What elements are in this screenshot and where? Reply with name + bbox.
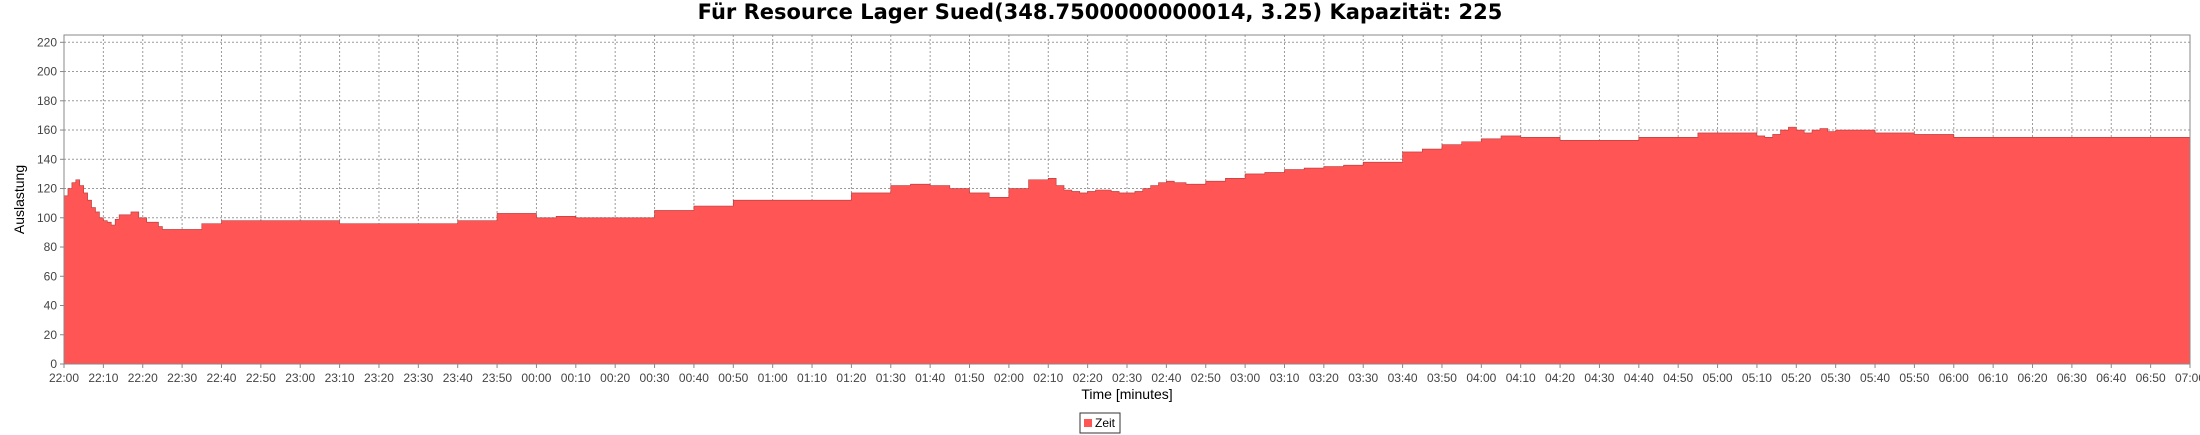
x-tick-label: 00:30 — [640, 371, 670, 385]
x-tick-label: 04:40 — [1624, 371, 1654, 385]
x-tick-label: 06:00 — [1939, 371, 1969, 385]
x-tick-label: 02:40 — [1151, 371, 1181, 385]
x-tick-label: 02:20 — [1073, 371, 1103, 385]
x-tick-label: 00:40 — [679, 371, 709, 385]
x-tick-label: 05:00 — [1703, 371, 1733, 385]
x-tick-label: 06:30 — [2057, 371, 2087, 385]
x-tick-label: 01:50 — [955, 371, 985, 385]
x-tick-label: 22:30 — [167, 371, 197, 385]
x-tick-label: 22:00 — [49, 371, 79, 385]
x-tick-label: 02:10 — [1033, 371, 1063, 385]
legend-box — [1079, 412, 1121, 434]
y-tick-label: 220 — [37, 35, 57, 49]
x-tick-label: 03:20 — [1309, 371, 1339, 385]
chart-title: Für Resource Lager Sued(348.750000000001… — [698, 0, 1503, 24]
x-tick-label: 02:50 — [1191, 371, 1221, 385]
x-tick-label: 04:30 — [1584, 371, 1614, 385]
x-tick-label: 23:10 — [325, 371, 355, 385]
x-tick-label: 01:20 — [836, 371, 866, 385]
x-tick-label: 22:40 — [206, 371, 236, 385]
x-tick-label: 03:00 — [1230, 371, 1260, 385]
x-tick-label: 00:20 — [600, 371, 630, 385]
x-tick-label: 01:40 — [915, 371, 945, 385]
x-tick-label: 01:30 — [876, 371, 906, 385]
x-tick-label: 04:50 — [1663, 371, 1693, 385]
series-area-zeit — [63, 126, 2191, 365]
x-tick-label: 05:30 — [1821, 371, 1851, 385]
x-tick-label: 03:30 — [1348, 371, 1378, 385]
x-axis-label: Time [minutes] — [1081, 386, 1172, 402]
x-tick-label: 23:30 — [403, 371, 433, 385]
x-tick-label: 04:20 — [1545, 371, 1575, 385]
y-tick-label: 100 — [37, 211, 57, 225]
x-tick-label: 04:00 — [1466, 371, 1496, 385]
x-tick-label: 03:40 — [1388, 371, 1418, 385]
x-tick-label: 07:00 — [2175, 371, 2200, 385]
legend-swatch — [1084, 419, 1092, 427]
y-axis: 0 20 40 60 80 100 120 140 160 180 200 220 — [37, 35, 64, 371]
x-tick-label: 23:00 — [285, 371, 315, 385]
x-tick-label: 02:30 — [1112, 371, 1142, 385]
y-tick-label: 0 — [50, 357, 57, 371]
x-tick-label: 05:20 — [1781, 371, 1811, 385]
legend-label: Zeit — [1095, 416, 1116, 430]
x-tick-label: 06:20 — [2018, 371, 2048, 385]
x-tick-label: 23:50 — [482, 371, 512, 385]
x-tick-label: 06:40 — [2096, 371, 2126, 385]
y-tick-label: 120 — [37, 182, 57, 196]
x-tick-label: 22:50 — [246, 371, 276, 385]
x-tick-label: 22:10 — [88, 371, 118, 385]
x-tick-label: 23:40 — [443, 371, 473, 385]
x-tick-label: 23:20 — [364, 371, 394, 385]
y-tick-label: 200 — [37, 65, 57, 79]
y-tick-label: 40 — [44, 299, 58, 313]
data-series — [63, 126, 2191, 365]
x-tick-label: 02:00 — [994, 371, 1024, 385]
x-tick-label: 00:10 — [561, 371, 591, 385]
x-axis: 22:00 22:10 22:20 22:30 22:40 22:50 23:00 23:10… — [49, 364, 2200, 385]
x-tick-label: 01:00 — [758, 371, 788, 385]
x-tick-label: 00:00 — [521, 371, 551, 385]
x-tick-label: 05:10 — [1742, 371, 1772, 385]
y-tick-label: 140 — [37, 152, 57, 166]
x-tick-label: 06:10 — [1978, 371, 2008, 385]
x-tick-label: 22:20 — [128, 371, 158, 385]
x-tick-label: 01:10 — [797, 371, 827, 385]
x-tick-label: 05:40 — [1860, 371, 1890, 385]
x-tick-label: 00:50 — [718, 371, 748, 385]
x-tick-label: 03:50 — [1427, 371, 1457, 385]
legend: Zeit — [1079, 412, 1121, 434]
y-tick-label: 20 — [44, 328, 58, 342]
y-axis-label: Auslastung — [11, 165, 27, 234]
x-tick-label: 04:10 — [1506, 371, 1536, 385]
x-tick-label: 06:50 — [2136, 371, 2166, 385]
x-tick-label: 03:10 — [1269, 371, 1299, 385]
y-tick-label: 80 — [44, 240, 58, 254]
y-tick-label: 60 — [44, 269, 58, 283]
x-tick-label: 05:50 — [1899, 371, 1929, 385]
y-tick-label: 160 — [37, 123, 57, 137]
y-tick-label: 180 — [37, 94, 57, 108]
